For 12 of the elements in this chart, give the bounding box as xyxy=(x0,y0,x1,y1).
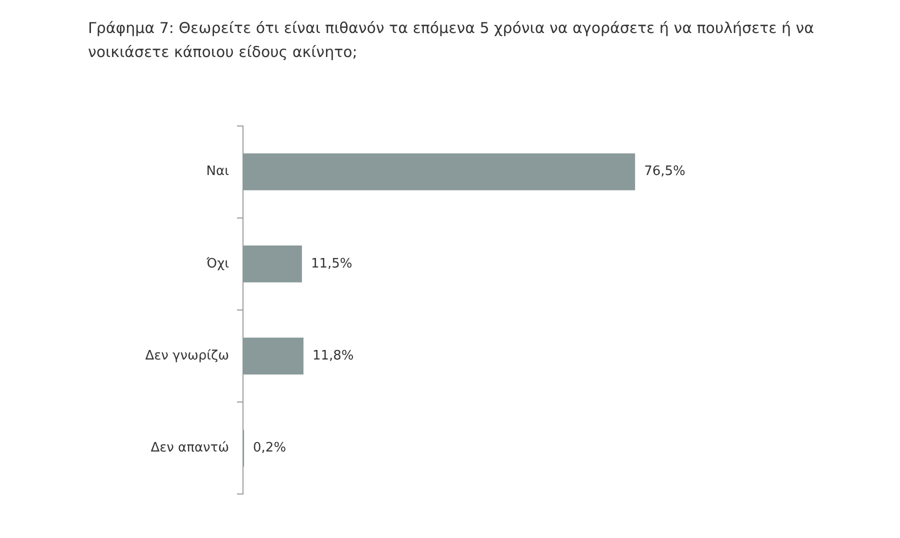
bar xyxy=(243,153,636,190)
data-label: 11,5% xyxy=(310,256,352,272)
data-label: 11,8% xyxy=(312,348,354,364)
data-label: 0,2% xyxy=(253,440,286,456)
bar xyxy=(243,338,304,374)
y-tick-label: Όχι xyxy=(206,256,229,272)
bar xyxy=(243,246,302,282)
y-tick-label: Ναι xyxy=(206,164,229,180)
y-tick-label: Δεν απαντώ xyxy=(150,440,229,456)
data-label: 76,5% xyxy=(644,164,686,180)
chart-title: Γράφημα 7: Θεωρείτε ότι είναι πιθανόν τα επόμενα 5 χρόνια να αγοράσετε ή να πουλήσετε ή να νοικιάσετε κάποιου είδους ακίνητο; xyxy=(88,18,816,63)
y-tick-label: Δεν γνωρίζω xyxy=(145,348,229,364)
